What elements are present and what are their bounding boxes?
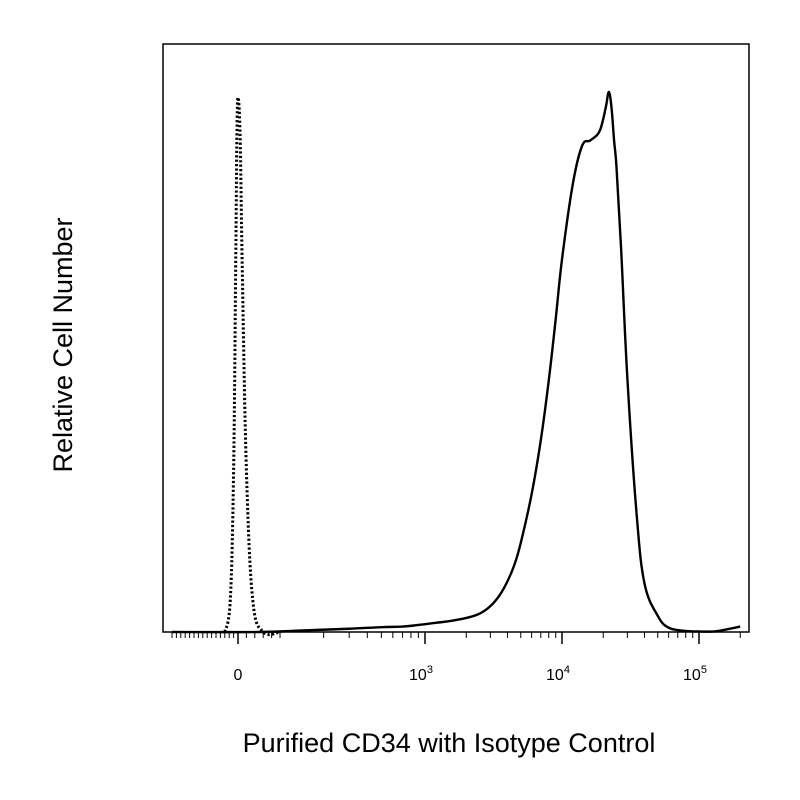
x-tick-label: 104 <box>546 664 570 684</box>
series-layer <box>171 90 741 637</box>
x-major-ticks <box>237 632 700 644</box>
cd34-curve <box>171 90 741 634</box>
x-tick-label: 0 <box>234 667 243 684</box>
plot-frame <box>162 43 750 633</box>
x-tick-labels: 0 103 104 105 <box>234 664 707 684</box>
isotype-control-curve <box>223 95 281 637</box>
x-axis-title: Purified CD34 with Isotype Control <box>243 728 656 758</box>
y-axis-title: Relative Cell Number <box>48 217 78 472</box>
x-tick-label: 105 <box>683 664 707 684</box>
x-tick-label: 103 <box>409 664 433 684</box>
